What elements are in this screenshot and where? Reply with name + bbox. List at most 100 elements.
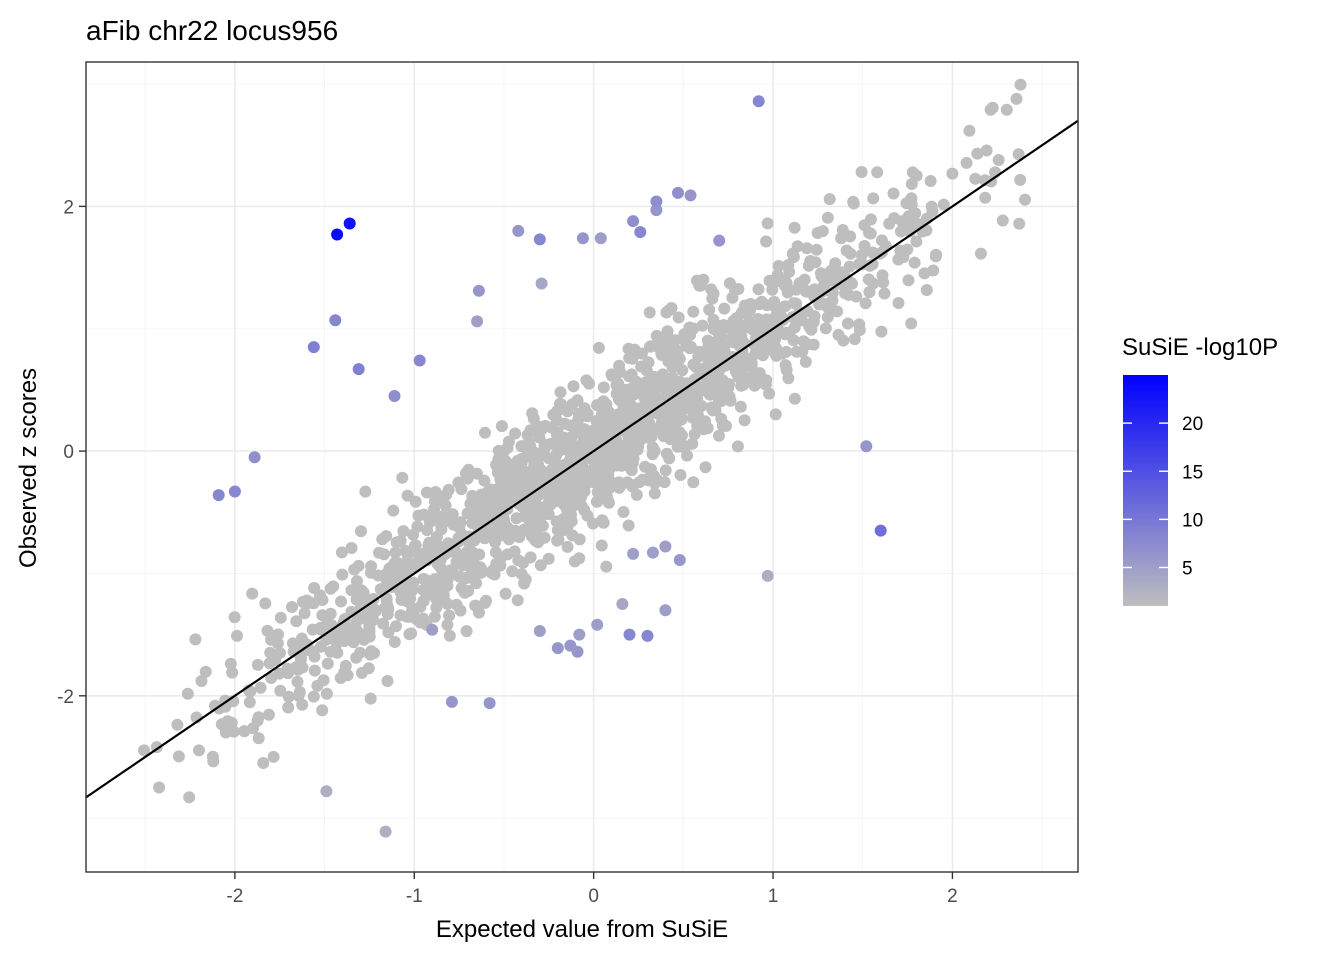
data-point xyxy=(663,304,675,317)
data-point xyxy=(478,474,491,487)
data-point xyxy=(388,636,401,648)
data-point xyxy=(1014,173,1027,186)
data-point xyxy=(738,414,751,427)
data-point xyxy=(802,259,815,272)
data-point xyxy=(1014,78,1027,91)
data-point xyxy=(677,440,690,453)
x-tick-label: -1 xyxy=(406,886,423,907)
data-point xyxy=(779,359,792,372)
data-point xyxy=(390,536,403,549)
data-point xyxy=(1019,193,1031,206)
data-point xyxy=(442,483,455,496)
data-point xyxy=(624,409,637,422)
data-point xyxy=(650,329,663,342)
data-point xyxy=(568,555,581,568)
y-tick-label: 0 xyxy=(63,442,74,463)
highlighted-data-point xyxy=(650,195,663,208)
highlighted-data-point xyxy=(445,695,458,708)
x-tick-label: 2 xyxy=(947,886,958,907)
data-point xyxy=(427,507,440,520)
data-point xyxy=(703,303,716,316)
data-point xyxy=(324,607,337,620)
data-point xyxy=(475,513,488,526)
data-point xyxy=(443,564,456,577)
data-point xyxy=(821,311,834,324)
data-point xyxy=(401,489,414,502)
data-point xyxy=(544,497,556,510)
data-point xyxy=(612,408,625,421)
data-point xyxy=(308,664,321,677)
highlighted-data-point xyxy=(874,524,887,537)
data-point xyxy=(477,490,490,503)
data-point xyxy=(979,191,992,204)
data-point xyxy=(290,661,303,674)
data-point xyxy=(691,392,704,405)
data-point xyxy=(364,692,377,705)
data-point xyxy=(453,533,466,546)
x-tick-label: -2 xyxy=(226,886,243,907)
data-point xyxy=(489,546,502,559)
data-point xyxy=(362,662,375,675)
data-point xyxy=(549,488,562,501)
data-point xyxy=(495,420,508,433)
data-point xyxy=(286,601,298,613)
data-point xyxy=(929,250,942,263)
data-point xyxy=(924,175,937,187)
data-point xyxy=(473,548,486,561)
highlighted-data-point xyxy=(659,604,672,617)
data-point xyxy=(238,725,251,738)
data-point xyxy=(744,300,757,313)
data-point xyxy=(832,328,845,341)
data-point xyxy=(815,267,827,280)
data-point xyxy=(565,508,577,521)
data-point xyxy=(345,542,358,554)
panel-border xyxy=(85,61,1079,873)
highlighted-data-point xyxy=(228,485,241,498)
data-point xyxy=(199,665,212,678)
data-point xyxy=(365,645,378,658)
data-point xyxy=(622,519,635,532)
data-point xyxy=(261,624,274,637)
data-point xyxy=(470,467,483,480)
data-point xyxy=(193,744,205,757)
data-point xyxy=(491,530,504,543)
data-point xyxy=(735,307,748,319)
data-point xyxy=(780,277,793,289)
data-point xyxy=(396,471,409,484)
data-point xyxy=(824,274,837,287)
data-point xyxy=(274,684,287,697)
highlighted-data-point xyxy=(594,232,607,245)
data-point xyxy=(613,359,626,372)
data-point xyxy=(646,441,659,454)
data-point xyxy=(633,434,646,447)
data-point xyxy=(578,485,591,498)
data-point xyxy=(992,154,1005,166)
data-point xyxy=(189,633,202,646)
data-point xyxy=(458,586,471,599)
data-point xyxy=(594,470,607,483)
data-point xyxy=(731,440,744,453)
data-point xyxy=(686,402,699,415)
data-point xyxy=(583,377,596,390)
data-point xyxy=(592,341,605,354)
data-point xyxy=(760,235,773,248)
data-point xyxy=(252,732,265,745)
data-point xyxy=(430,601,443,614)
data-point xyxy=(660,447,673,460)
data-point xyxy=(859,297,872,310)
data-point xyxy=(581,509,594,522)
data-point xyxy=(639,402,652,415)
data-point xyxy=(595,539,608,552)
data-point xyxy=(491,466,504,479)
data-point xyxy=(354,646,367,659)
data-point xyxy=(403,628,416,641)
data-point xyxy=(810,243,823,256)
highlighted-data-point xyxy=(533,233,546,246)
data-point xyxy=(816,225,829,238)
data-point xyxy=(394,609,407,622)
data-point xyxy=(479,426,491,439)
data-point xyxy=(224,657,237,670)
data-point xyxy=(296,698,309,711)
highlighted-data-point xyxy=(641,629,654,642)
y-tick-label: 2 xyxy=(63,197,74,218)
